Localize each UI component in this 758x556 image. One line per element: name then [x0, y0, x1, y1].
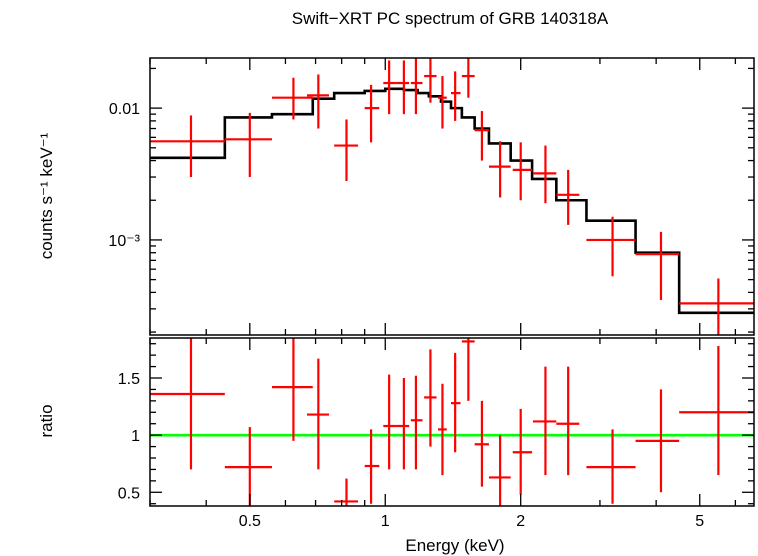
ratio-y-axis-label: ratio: [37, 404, 56, 437]
ratio-y-tick-label: 0.5: [118, 485, 140, 502]
ratio-y-tick-label: 1.5: [118, 371, 140, 388]
ratio-frame: [149, 337, 755, 507]
spectrum-panel: [150, 58, 754, 335]
model-curve: [150, 87, 754, 315]
chart-title: Swift−XRT PC spectrum of GRB 140318A: [292, 9, 609, 28]
x-tick-label: 2: [516, 513, 525, 530]
x-tick-label: 5: [695, 513, 704, 530]
ratio-y-tick-label: 1: [131, 428, 140, 445]
spectrum-y-axis-label: counts s⁻¹ keV⁻¹: [37, 132, 56, 259]
spectrum-axes: 0.01 10⁻³: [108, 57, 755, 336]
x-axis-label: Energy (keV): [405, 536, 504, 555]
spectrum-frame: [149, 57, 755, 336]
spectrum-y-tick-label: 10⁻³: [108, 233, 140, 250]
ratio-axes: 0.5 1 2 5 0.5 1 1.5: [118, 337, 755, 530]
ratio-panel: [150, 338, 754, 506]
x-tick-label: 0.5: [239, 513, 261, 530]
spectrum-y-tick-label: 0.01: [109, 101, 140, 118]
x-tick-label: 1: [381, 513, 390, 530]
